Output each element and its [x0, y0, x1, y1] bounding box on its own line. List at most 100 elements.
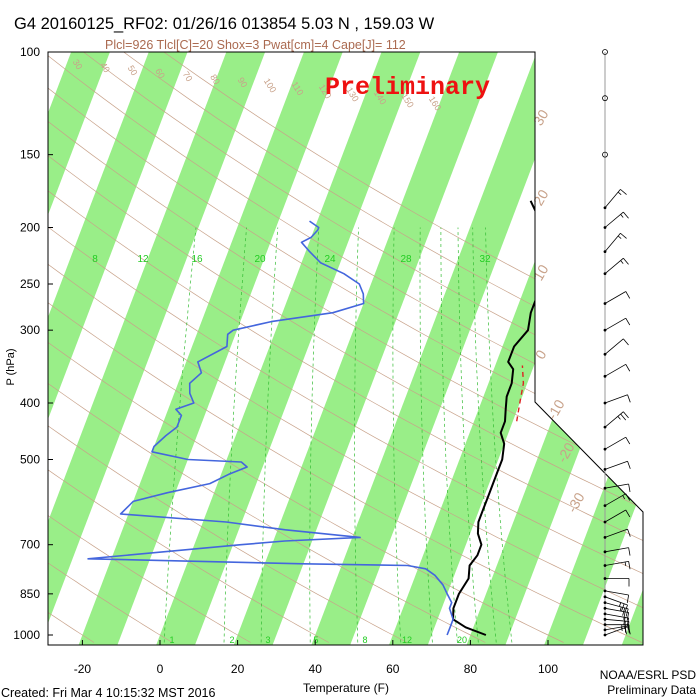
mixing-ratio-line	[392, 227, 402, 643]
mixing-ratio-label: 5	[313, 635, 318, 645]
dry-adiabat	[48, 52, 564, 643]
y-tick-label: 700	[20, 538, 40, 552]
dry-adiabat	[48, 52, 643, 643]
dry-adiabat	[48, 52, 251, 643]
wind-barb	[604, 483, 629, 489]
series-temperature	[452, 200, 548, 636]
isotherm-label: -30	[564, 490, 588, 516]
x-tick-label: 80	[464, 662, 478, 676]
dry-adiabat-label: 30	[71, 58, 85, 72]
mixing-ratio-label: 12	[402, 635, 412, 645]
wind-barb-flag	[621, 603, 625, 612]
wind-barb-half	[622, 495, 626, 500]
y-tick-label: 250	[20, 277, 40, 291]
isotherm-band	[294, 52, 592, 645]
mixing-ratio-line	[309, 227, 320, 643]
x-tick-label: -20	[74, 662, 92, 676]
mixing-ratio-label: 8	[362, 635, 367, 645]
calm-wind-marker	[602, 95, 608, 102]
wind-barb-flag	[620, 413, 627, 421]
series-parcel	[516, 365, 525, 422]
wind-barb-origin	[603, 589, 607, 593]
isotherm-band	[139, 52, 437, 645]
dry-adiabat	[123, 52, 643, 643]
y-tick-label: 150	[20, 148, 40, 162]
dry-adiabat	[48, 52, 643, 643]
wind-barb-flag	[623, 338, 629, 346]
isotherm-band	[48, 52, 282, 645]
y-tick-label: 1000	[13, 628, 40, 642]
wind-barb	[604, 394, 628, 404]
wind-barb-flag	[625, 509, 631, 518]
plot-frame	[47, 51, 644, 646]
wind-barb-flag	[620, 189, 627, 195]
wind-barb-flag	[627, 394, 631, 403]
wind-barb-flag	[625, 608, 629, 617]
wind-barb-half	[619, 602, 622, 607]
dry-adiabat-label: 80	[208, 73, 222, 87]
mixing-ratio-label: 2	[229, 635, 234, 645]
calm-wind-marker	[602, 49, 608, 55]
wind-barb-flag	[622, 607, 626, 616]
wind-barb-flag	[625, 364, 631, 372]
dry-adiabat	[48, 52, 643, 643]
wind-barb	[604, 626, 628, 636]
chart-title: G4 20160125_RF02: 01/26/16 013854 5.03 N…	[14, 15, 435, 33]
data-status: Preliminary Data	[607, 683, 696, 697]
wind-barb-half	[620, 260, 624, 264]
mixing-ratio-label: 8	[92, 254, 98, 265]
wind-barb-half	[617, 191, 622, 196]
x-tick-label: 60	[386, 662, 400, 676]
wind-barb	[604, 411, 624, 428]
mixing-ratio-line	[485, 227, 513, 643]
y-tick-label: 500	[20, 452, 40, 466]
dry-adiabat	[48, 52, 643, 643]
wind-barb	[604, 460, 628, 470]
wind-barb-flag	[626, 617, 630, 627]
mixing-ratio-lines: 8 12 16 20 24 28 321 2 3 5 8 12 20	[92, 227, 513, 645]
mixing-ratio-line	[457, 227, 479, 643]
wind-barb	[604, 232, 621, 252]
isotherm-bands	[48, 52, 643, 645]
wind-barb-flag	[625, 291, 631, 299]
dry-adiabat	[48, 52, 95, 643]
dry-adiabat-label: 60	[153, 67, 167, 81]
wind-barb	[604, 436, 626, 450]
isotherm-band	[48, 52, 204, 645]
preliminary-stamp: Preliminary	[325, 73, 490, 102]
dry-adiabat-label: 50	[126, 64, 140, 78]
wind-barb	[604, 596, 628, 606]
wind-barb-flag	[628, 561, 631, 570]
wind-barb-flag	[624, 604, 628, 613]
mixing-ratio-label: 12	[137, 254, 149, 265]
wind-barb-flag	[623, 411, 629, 419]
wind-barb-flag	[623, 257, 629, 265]
y-axis-label: P (hPa)	[5, 348, 17, 385]
dry-adiabat-label: 90	[236, 76, 250, 90]
wind-barb-flag	[625, 317, 631, 326]
isotherm-band	[604, 52, 643, 645]
wind-barb-half	[619, 606, 622, 611]
mixing-ratio-line	[419, 227, 433, 643]
wind-barb-half	[620, 214, 624, 218]
wind-barb-flag	[627, 621, 630, 630]
dry-adiabat	[48, 52, 643, 643]
mixing-ratio-line	[472, 227, 497, 643]
mixing-ratio-label: 3	[265, 635, 270, 645]
wind-barb	[604, 590, 629, 596]
y-tick-label: 300	[20, 323, 40, 337]
wind-barb-half	[624, 561, 627, 566]
wind-barb	[604, 257, 624, 274]
dry-adiabat-label: 100	[262, 76, 278, 94]
wind-barb-flag	[628, 483, 631, 492]
mixing-ratio-line	[260, 227, 279, 643]
wind-barb	[604, 338, 624, 355]
wind-barb-flag	[627, 529, 631, 537]
dry-adiabat	[83, 52, 643, 643]
wind-barb	[604, 528, 628, 538]
isotherm-band	[48, 52, 126, 645]
wind-barb	[604, 547, 629, 553]
wind-barb-half	[617, 235, 622, 239]
